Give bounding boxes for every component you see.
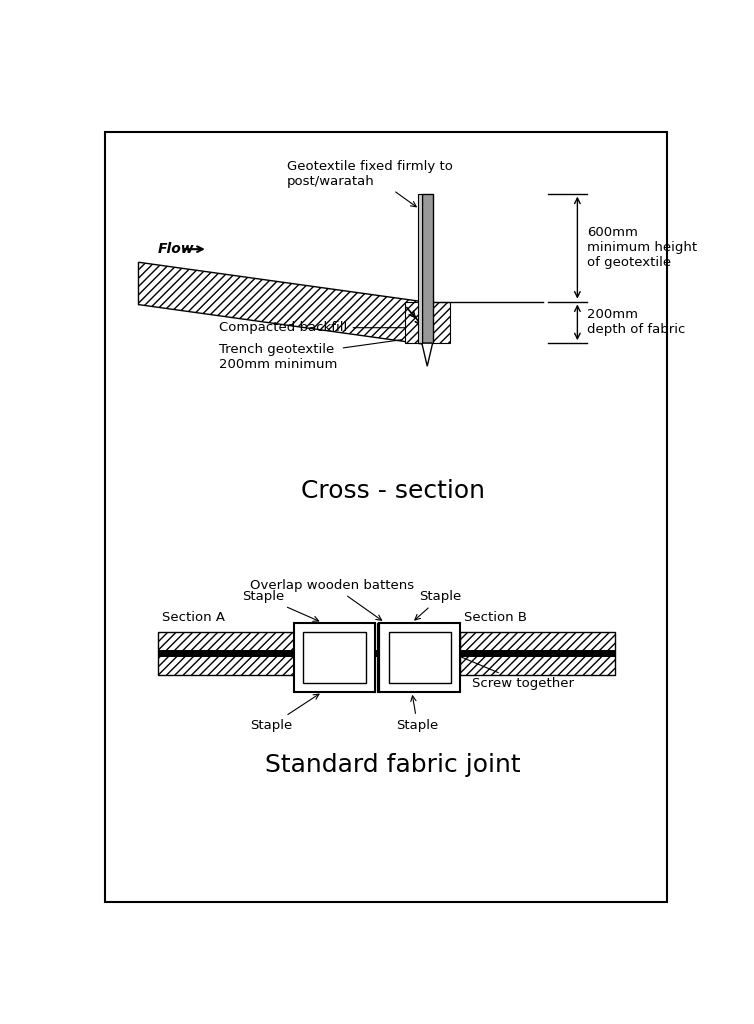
Polygon shape xyxy=(158,632,294,675)
Text: 200mm
depth of fabric: 200mm depth of fabric xyxy=(587,308,686,336)
Text: Flow: Flow xyxy=(158,242,195,256)
Polygon shape xyxy=(405,301,449,343)
Polygon shape xyxy=(139,262,421,344)
Text: Staple: Staple xyxy=(243,591,319,622)
Bar xyxy=(418,194,421,343)
Text: 600mm
minimum height
of geotextile: 600mm minimum height of geotextile xyxy=(587,226,697,269)
Text: Section A: Section A xyxy=(161,611,225,625)
Text: Geotextile fixed firmly to
post/waratah: Geotextile fixed firmly to post/waratah xyxy=(287,160,453,207)
Polygon shape xyxy=(421,343,433,367)
Bar xyxy=(294,623,375,692)
Bar xyxy=(421,194,433,343)
Polygon shape xyxy=(461,632,615,675)
Bar xyxy=(389,632,451,683)
Text: Standard fabric joint: Standard fabric joint xyxy=(265,753,520,776)
Text: Staple: Staple xyxy=(415,591,461,620)
Bar xyxy=(379,623,461,692)
Text: Staple: Staple xyxy=(397,696,439,732)
Text: Staple: Staple xyxy=(250,694,319,732)
Text: Compacted backfill: Compacted backfill xyxy=(219,322,406,334)
Bar xyxy=(303,632,366,683)
Text: Cross - section: Cross - section xyxy=(301,479,485,503)
Text: Screw together: Screw together xyxy=(456,654,574,689)
Text: Section B: Section B xyxy=(464,611,527,625)
Text: Overlap wooden battens: Overlap wooden battens xyxy=(250,579,414,621)
Text: Trench geotextile
200mm minimum: Trench geotextile 200mm minimum xyxy=(219,340,402,371)
